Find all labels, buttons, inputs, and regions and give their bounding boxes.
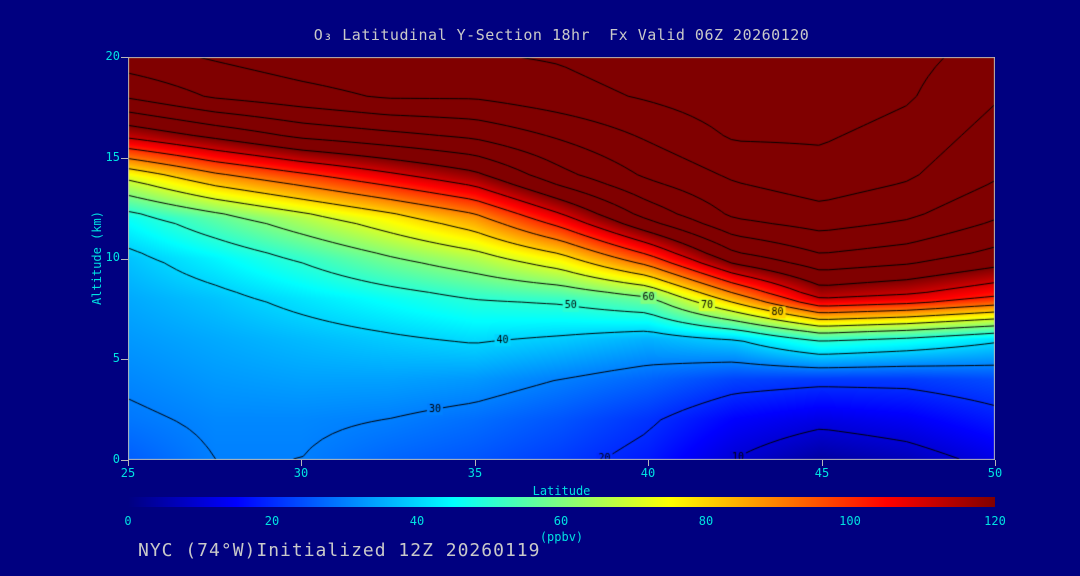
- colorbar-units-label: (ppbv): [539, 530, 584, 544]
- y-axis-tick-mark: [121, 359, 128, 360]
- x-axis-tick-mark: [822, 460, 823, 466]
- x-axis-tick-mark: [128, 460, 129, 466]
- x-axis-tick-mark: [301, 460, 302, 466]
- x-tick-label: 30: [293, 466, 309, 480]
- colorbar-tick-label: 40: [409, 514, 425, 528]
- x-axis-tick-mark: [648, 460, 649, 466]
- y-axis-tick-mark: [121, 57, 128, 58]
- y-axis-tick-mark: [121, 259, 128, 260]
- colorbar-gradient: [128, 497, 995, 507]
- y-axis-tick-mark: [121, 460, 128, 461]
- x-tick-label: 35: [467, 466, 483, 480]
- x-axis-tick-mark: [995, 460, 996, 466]
- colorbar-tick-label: 60: [553, 514, 569, 528]
- y-tick-label: 0: [112, 452, 120, 466]
- y-tick-label: 15: [105, 150, 120, 164]
- y-tick-label: 20: [105, 49, 120, 63]
- chart-title: O₃ Latitudinal Y-Section 18hr Fx Valid 0…: [313, 26, 810, 44]
- x-tick-label: 50: [987, 466, 1003, 480]
- x-tick-label: 45: [814, 466, 830, 480]
- x-tick-label: 40: [640, 466, 656, 480]
- init-caption: NYC (74°W)Initialized 12Z 20260119: [138, 540, 541, 561]
- x-tick-label: 25: [120, 466, 136, 480]
- x-axis-tick-mark: [475, 460, 476, 466]
- y-tick-label: 5: [112, 351, 120, 365]
- colorbar-tick-label: 120: [984, 514, 1006, 528]
- y-tick-label: 10: [105, 250, 120, 264]
- ozone-heatmap-canvas: [128, 57, 995, 460]
- colorbar-tick-label: 0: [124, 514, 132, 528]
- colorbar-tick-label: 80: [698, 514, 714, 528]
- colorbar-tick-label: 20: [264, 514, 280, 528]
- colorbar-tick-label: 100: [839, 514, 861, 528]
- x-axis-label: Latitude: [532, 484, 591, 498]
- y-axis-tick-mark: [121, 158, 128, 159]
